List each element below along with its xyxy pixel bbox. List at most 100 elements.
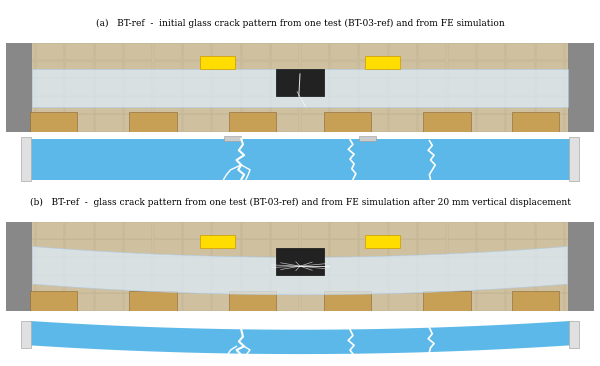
Bar [36, 114, 64, 132]
Bar [359, 136, 376, 141]
Bar [565, 60, 593, 78]
Bar [95, 293, 123, 311]
Bar [448, 96, 476, 114]
Bar [418, 257, 446, 275]
Bar [6, 135, 29, 183]
Bar [242, 275, 270, 293]
Bar [212, 275, 241, 293]
Bar [183, 43, 211, 60]
Bar [448, 114, 476, 132]
Bar [124, 78, 152, 96]
Bar [424, 112, 470, 132]
Bar [36, 78, 64, 96]
Bar [271, 96, 299, 114]
Bar [506, 43, 535, 60]
Bar [29, 291, 77, 311]
Bar [477, 275, 505, 293]
Bar [418, 96, 446, 114]
Bar [65, 293, 94, 311]
Bar [389, 43, 417, 60]
Bar [389, 239, 417, 257]
Bar [6, 221, 32, 311]
Bar [95, 96, 123, 114]
Bar [389, 96, 417, 114]
Bar [36, 293, 64, 311]
Bar [301, 60, 329, 78]
Bar [477, 78, 505, 96]
Bar [130, 112, 176, 132]
Bar [154, 239, 182, 257]
Bar [477, 222, 505, 239]
Bar [183, 60, 211, 78]
Bar [323, 291, 371, 311]
Bar [506, 78, 535, 96]
Bar [212, 60, 241, 78]
Bar [32, 70, 568, 107]
Bar [359, 239, 388, 257]
Bar [477, 43, 505, 60]
Bar [95, 275, 123, 293]
Bar [154, 293, 182, 311]
Bar [271, 43, 299, 60]
Bar [448, 43, 476, 60]
Bar [359, 293, 388, 311]
Bar [65, 78, 94, 96]
Bar [29, 112, 77, 132]
Bar [277, 248, 323, 275]
Bar [323, 112, 371, 132]
Bar [124, 222, 152, 239]
Bar [7, 43, 35, 60]
Bar [448, 293, 476, 311]
Bar [95, 114, 123, 132]
Bar [271, 239, 299, 257]
Bar [200, 235, 235, 248]
Bar [477, 114, 505, 132]
Bar [212, 114, 241, 132]
Bar [568, 221, 594, 311]
Bar [330, 293, 358, 311]
Bar [124, 96, 152, 114]
Bar [154, 96, 182, 114]
Bar [271, 293, 299, 311]
Polygon shape [32, 247, 568, 295]
Bar [536, 114, 564, 132]
Bar [36, 222, 64, 239]
Bar [7, 239, 35, 257]
Bar [29, 139, 571, 179]
Bar [7, 275, 35, 293]
Bar [389, 257, 417, 275]
Bar [418, 239, 446, 257]
Bar [418, 275, 446, 293]
Bar [571, 314, 594, 362]
Bar [242, 222, 270, 239]
Bar [301, 114, 329, 132]
Bar [7, 96, 35, 114]
Bar [568, 42, 594, 132]
Bar [242, 43, 270, 60]
Bar [536, 222, 564, 239]
Bar [183, 275, 211, 293]
Bar [7, 293, 35, 311]
Bar [6, 314, 29, 362]
Bar [389, 293, 417, 311]
Bar [212, 96, 241, 114]
Bar [330, 43, 358, 60]
Bar [95, 60, 123, 78]
Bar [212, 239, 241, 257]
Bar [506, 114, 535, 132]
Bar [506, 275, 535, 293]
Bar [212, 43, 241, 60]
Bar [154, 43, 182, 60]
Bar [124, 60, 152, 78]
Bar [506, 96, 535, 114]
Bar [565, 293, 593, 311]
Bar [536, 43, 564, 60]
Bar [21, 137, 31, 181]
Bar [448, 60, 476, 78]
Bar [565, 222, 593, 239]
Bar [448, 275, 476, 293]
Bar [301, 257, 329, 275]
Bar [7, 60, 35, 78]
Bar [277, 70, 323, 96]
Bar [65, 257, 94, 275]
